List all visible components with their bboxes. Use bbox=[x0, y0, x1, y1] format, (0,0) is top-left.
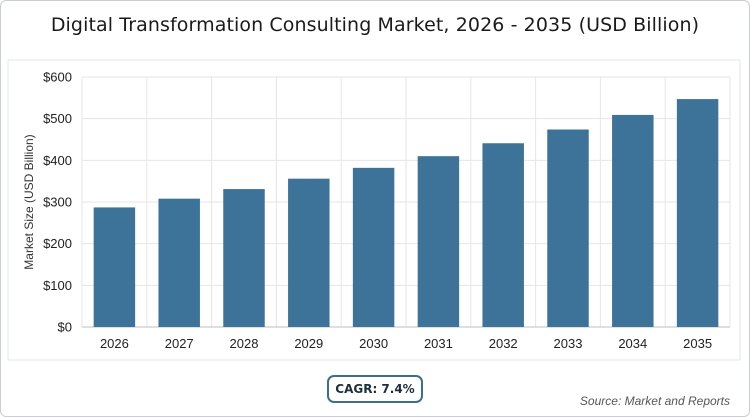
bar bbox=[547, 129, 589, 327]
x-tick-label: 2031 bbox=[424, 336, 453, 351]
y-tick-label: $500 bbox=[43, 111, 72, 126]
x-tick-label: 2028 bbox=[230, 336, 259, 351]
y-tick-label: $300 bbox=[43, 195, 72, 210]
bar bbox=[482, 143, 524, 327]
y-tick-label: $400 bbox=[43, 153, 72, 168]
x-tick-label: 2032 bbox=[489, 336, 518, 351]
bar bbox=[676, 99, 719, 327]
cagr-badge: CAGR: 7.4% bbox=[327, 375, 423, 403]
bar-chart: $0 $100 $200 $300 $400 $500 $600 Market Size (U… bbox=[7, 59, 741, 361]
y-tick-label: $600 bbox=[43, 70, 72, 85]
x-tick-label: 2026 bbox=[100, 336, 129, 351]
y-tick-label: $200 bbox=[43, 236, 72, 251]
bar bbox=[612, 114, 654, 328]
bar bbox=[288, 178, 330, 327]
x-tick-label: 2027 bbox=[165, 336, 194, 351]
y-tick-label: $0 bbox=[58, 320, 72, 335]
bar bbox=[93, 207, 136, 327]
x-tick-label: 2030 bbox=[359, 336, 388, 351]
chart-title: Digital Transformation Consulting Market… bbox=[50, 14, 700, 36]
bar bbox=[223, 189, 265, 327]
y-axis-label: Market Size (USD Billion) bbox=[22, 134, 36, 269]
bar bbox=[417, 156, 460, 327]
x-tick-label: 2035 bbox=[683, 336, 712, 351]
x-tick-label: 2029 bbox=[294, 336, 323, 351]
source-note: Source: Market and Reports bbox=[579, 394, 730, 408]
y-tick-label: $100 bbox=[43, 278, 72, 293]
bar bbox=[158, 198, 200, 327]
x-tick-label: 2034 bbox=[618, 336, 647, 351]
x-tick-label: 2033 bbox=[554, 336, 583, 351]
bar bbox=[352, 167, 395, 327]
